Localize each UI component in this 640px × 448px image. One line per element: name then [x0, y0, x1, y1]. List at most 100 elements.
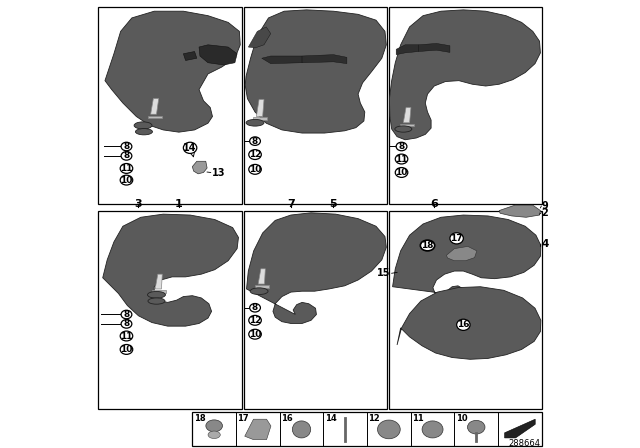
Ellipse shape: [208, 431, 220, 439]
Ellipse shape: [120, 345, 132, 354]
Ellipse shape: [249, 150, 261, 159]
Text: 12: 12: [249, 150, 261, 159]
Text: 7: 7: [287, 199, 295, 209]
Polygon shape: [255, 285, 269, 288]
Text: 9: 9: [541, 201, 548, 211]
Text: 10: 10: [249, 330, 261, 339]
Ellipse shape: [121, 142, 132, 151]
Ellipse shape: [120, 175, 132, 185]
Text: 10: 10: [249, 165, 261, 174]
Ellipse shape: [396, 154, 408, 164]
Bar: [389, 211, 541, 409]
Text: 11: 11: [120, 164, 132, 173]
Text: 10: 10: [120, 345, 132, 354]
Bar: [99, 7, 242, 204]
Polygon shape: [150, 99, 159, 114]
Polygon shape: [105, 11, 240, 132]
Polygon shape: [199, 45, 237, 65]
Polygon shape: [155, 274, 163, 289]
Polygon shape: [248, 27, 271, 48]
Text: 8: 8: [124, 142, 129, 151]
Text: 12: 12: [369, 414, 380, 423]
Ellipse shape: [292, 421, 310, 438]
Text: 1: 1: [175, 199, 183, 209]
Text: 3: 3: [134, 199, 141, 209]
Text: 4: 4: [541, 239, 548, 249]
Ellipse shape: [148, 298, 165, 304]
Ellipse shape: [121, 152, 132, 160]
Text: 2: 2: [541, 208, 548, 218]
Text: 10: 10: [120, 176, 132, 185]
Text: 14: 14: [324, 414, 337, 423]
Bar: [244, 7, 387, 204]
Text: 8: 8: [399, 142, 404, 151]
Polygon shape: [192, 161, 207, 174]
Text: 12: 12: [249, 316, 261, 325]
Polygon shape: [246, 213, 387, 323]
Text: 8: 8: [124, 310, 129, 319]
Polygon shape: [245, 10, 387, 133]
Polygon shape: [499, 205, 540, 217]
Polygon shape: [262, 56, 302, 64]
Text: 16: 16: [281, 414, 292, 423]
Ellipse shape: [148, 291, 166, 298]
Ellipse shape: [121, 310, 132, 319]
Ellipse shape: [184, 142, 197, 153]
Text: 6: 6: [430, 199, 438, 209]
Text: 8: 8: [252, 303, 258, 312]
Text: 5: 5: [330, 199, 337, 209]
Polygon shape: [389, 10, 540, 140]
Text: 17: 17: [451, 234, 463, 243]
Text: 16: 16: [457, 320, 470, 329]
Polygon shape: [257, 99, 264, 116]
Text: 8: 8: [124, 151, 129, 160]
Ellipse shape: [422, 421, 443, 438]
Ellipse shape: [136, 129, 152, 135]
Text: 18: 18: [194, 414, 205, 423]
Ellipse shape: [450, 233, 463, 244]
Ellipse shape: [396, 168, 408, 177]
Polygon shape: [152, 290, 166, 293]
Ellipse shape: [121, 320, 132, 328]
Polygon shape: [419, 43, 450, 52]
Ellipse shape: [420, 240, 435, 251]
Polygon shape: [392, 215, 541, 301]
Ellipse shape: [250, 304, 260, 312]
Ellipse shape: [456, 319, 470, 331]
Polygon shape: [400, 124, 414, 126]
Polygon shape: [397, 287, 541, 359]
Text: 13: 13: [212, 168, 225, 178]
Text: 8: 8: [124, 319, 129, 328]
Text: 288664: 288664: [509, 439, 541, 448]
Text: 8: 8: [252, 137, 258, 146]
Ellipse shape: [120, 164, 132, 173]
Ellipse shape: [250, 288, 268, 295]
Text: 11: 11: [412, 414, 424, 423]
Polygon shape: [103, 214, 239, 326]
Polygon shape: [302, 55, 347, 64]
Text: 10: 10: [396, 168, 408, 177]
Text: 14: 14: [183, 143, 197, 153]
Text: 10: 10: [456, 414, 467, 423]
Bar: [244, 211, 387, 409]
Ellipse shape: [120, 331, 132, 341]
Ellipse shape: [249, 329, 261, 339]
Ellipse shape: [378, 420, 400, 439]
Ellipse shape: [249, 315, 261, 325]
Polygon shape: [403, 108, 411, 123]
Polygon shape: [504, 419, 535, 438]
Ellipse shape: [250, 137, 260, 145]
Ellipse shape: [467, 420, 485, 434]
Bar: [192, 412, 541, 446]
Text: 18: 18: [421, 241, 434, 250]
Bar: [389, 7, 541, 204]
Polygon shape: [184, 52, 197, 60]
Polygon shape: [148, 116, 163, 118]
Polygon shape: [446, 246, 477, 261]
Polygon shape: [396, 45, 419, 55]
Ellipse shape: [134, 122, 152, 129]
Polygon shape: [258, 269, 266, 284]
Ellipse shape: [249, 164, 261, 174]
Ellipse shape: [206, 420, 223, 432]
Text: 11: 11: [396, 155, 408, 164]
